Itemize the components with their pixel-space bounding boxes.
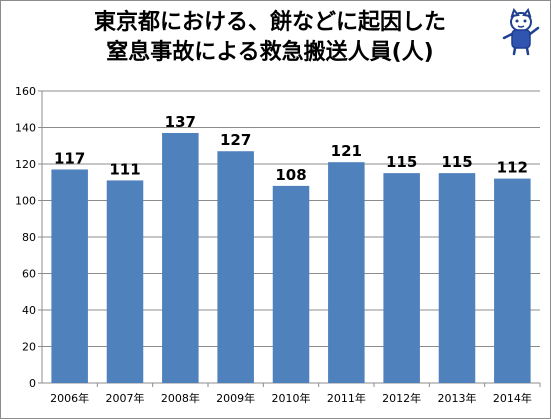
cat-mascot-icon <box>502 8 540 56</box>
y-tick-label: 140 <box>15 122 36 135</box>
bar <box>162 132 199 383</box>
x-tick-label: 2007年 <box>106 391 145 405</box>
bar <box>438 173 476 383</box>
data-label: 121 <box>331 142 362 160</box>
x-tick-label: 2014年 <box>493 391 532 405</box>
x-tick-label: 2009年 <box>216 391 255 405</box>
data-label: 115 <box>386 153 417 171</box>
x-tick-label: 2008年 <box>161 391 200 405</box>
data-label: 112 <box>497 159 528 177</box>
x-tick-label: 2012年 <box>382 391 421 405</box>
bar <box>494 178 531 383</box>
y-tick-label: 20 <box>22 341 36 354</box>
chart-title-line-1: 東京都における、餅などに起因した <box>93 10 446 35</box>
x-tick-label: 2006年 <box>50 391 89 405</box>
x-tick-label: 2010年 <box>272 391 311 405</box>
data-label: 137 <box>165 113 196 131</box>
y-tick-label: 0 <box>29 377 36 390</box>
y-tick-label: 60 <box>22 268 36 281</box>
y-tick-label: 100 <box>15 195 36 208</box>
data-label: 111 <box>109 160 140 178</box>
data-label: 127 <box>220 131 251 149</box>
bar <box>272 185 310 383</box>
data-label: 108 <box>275 166 306 184</box>
data-label: 117 <box>54 149 85 167</box>
bar <box>328 162 365 383</box>
y-tick-label: 80 <box>22 231 36 244</box>
chart-title-line-2: 窒息事故による救急搬送人員(人) <box>106 40 434 65</box>
bar <box>217 151 254 383</box>
y-tick-label: 120 <box>15 158 36 171</box>
bar <box>383 173 420 383</box>
bar <box>51 169 88 383</box>
x-tick-label: 2013年 <box>438 391 477 405</box>
y-tick-label: 160 <box>15 85 36 98</box>
x-tick-label: 2011年 <box>327 391 366 405</box>
bar <box>106 180 144 383</box>
y-tick-label: 40 <box>22 304 36 317</box>
data-label: 115 <box>441 153 472 171</box>
chart-title: 東京都における、餅などに起因した 窒息事故による救急搬送人員(人) <box>0 8 540 68</box>
